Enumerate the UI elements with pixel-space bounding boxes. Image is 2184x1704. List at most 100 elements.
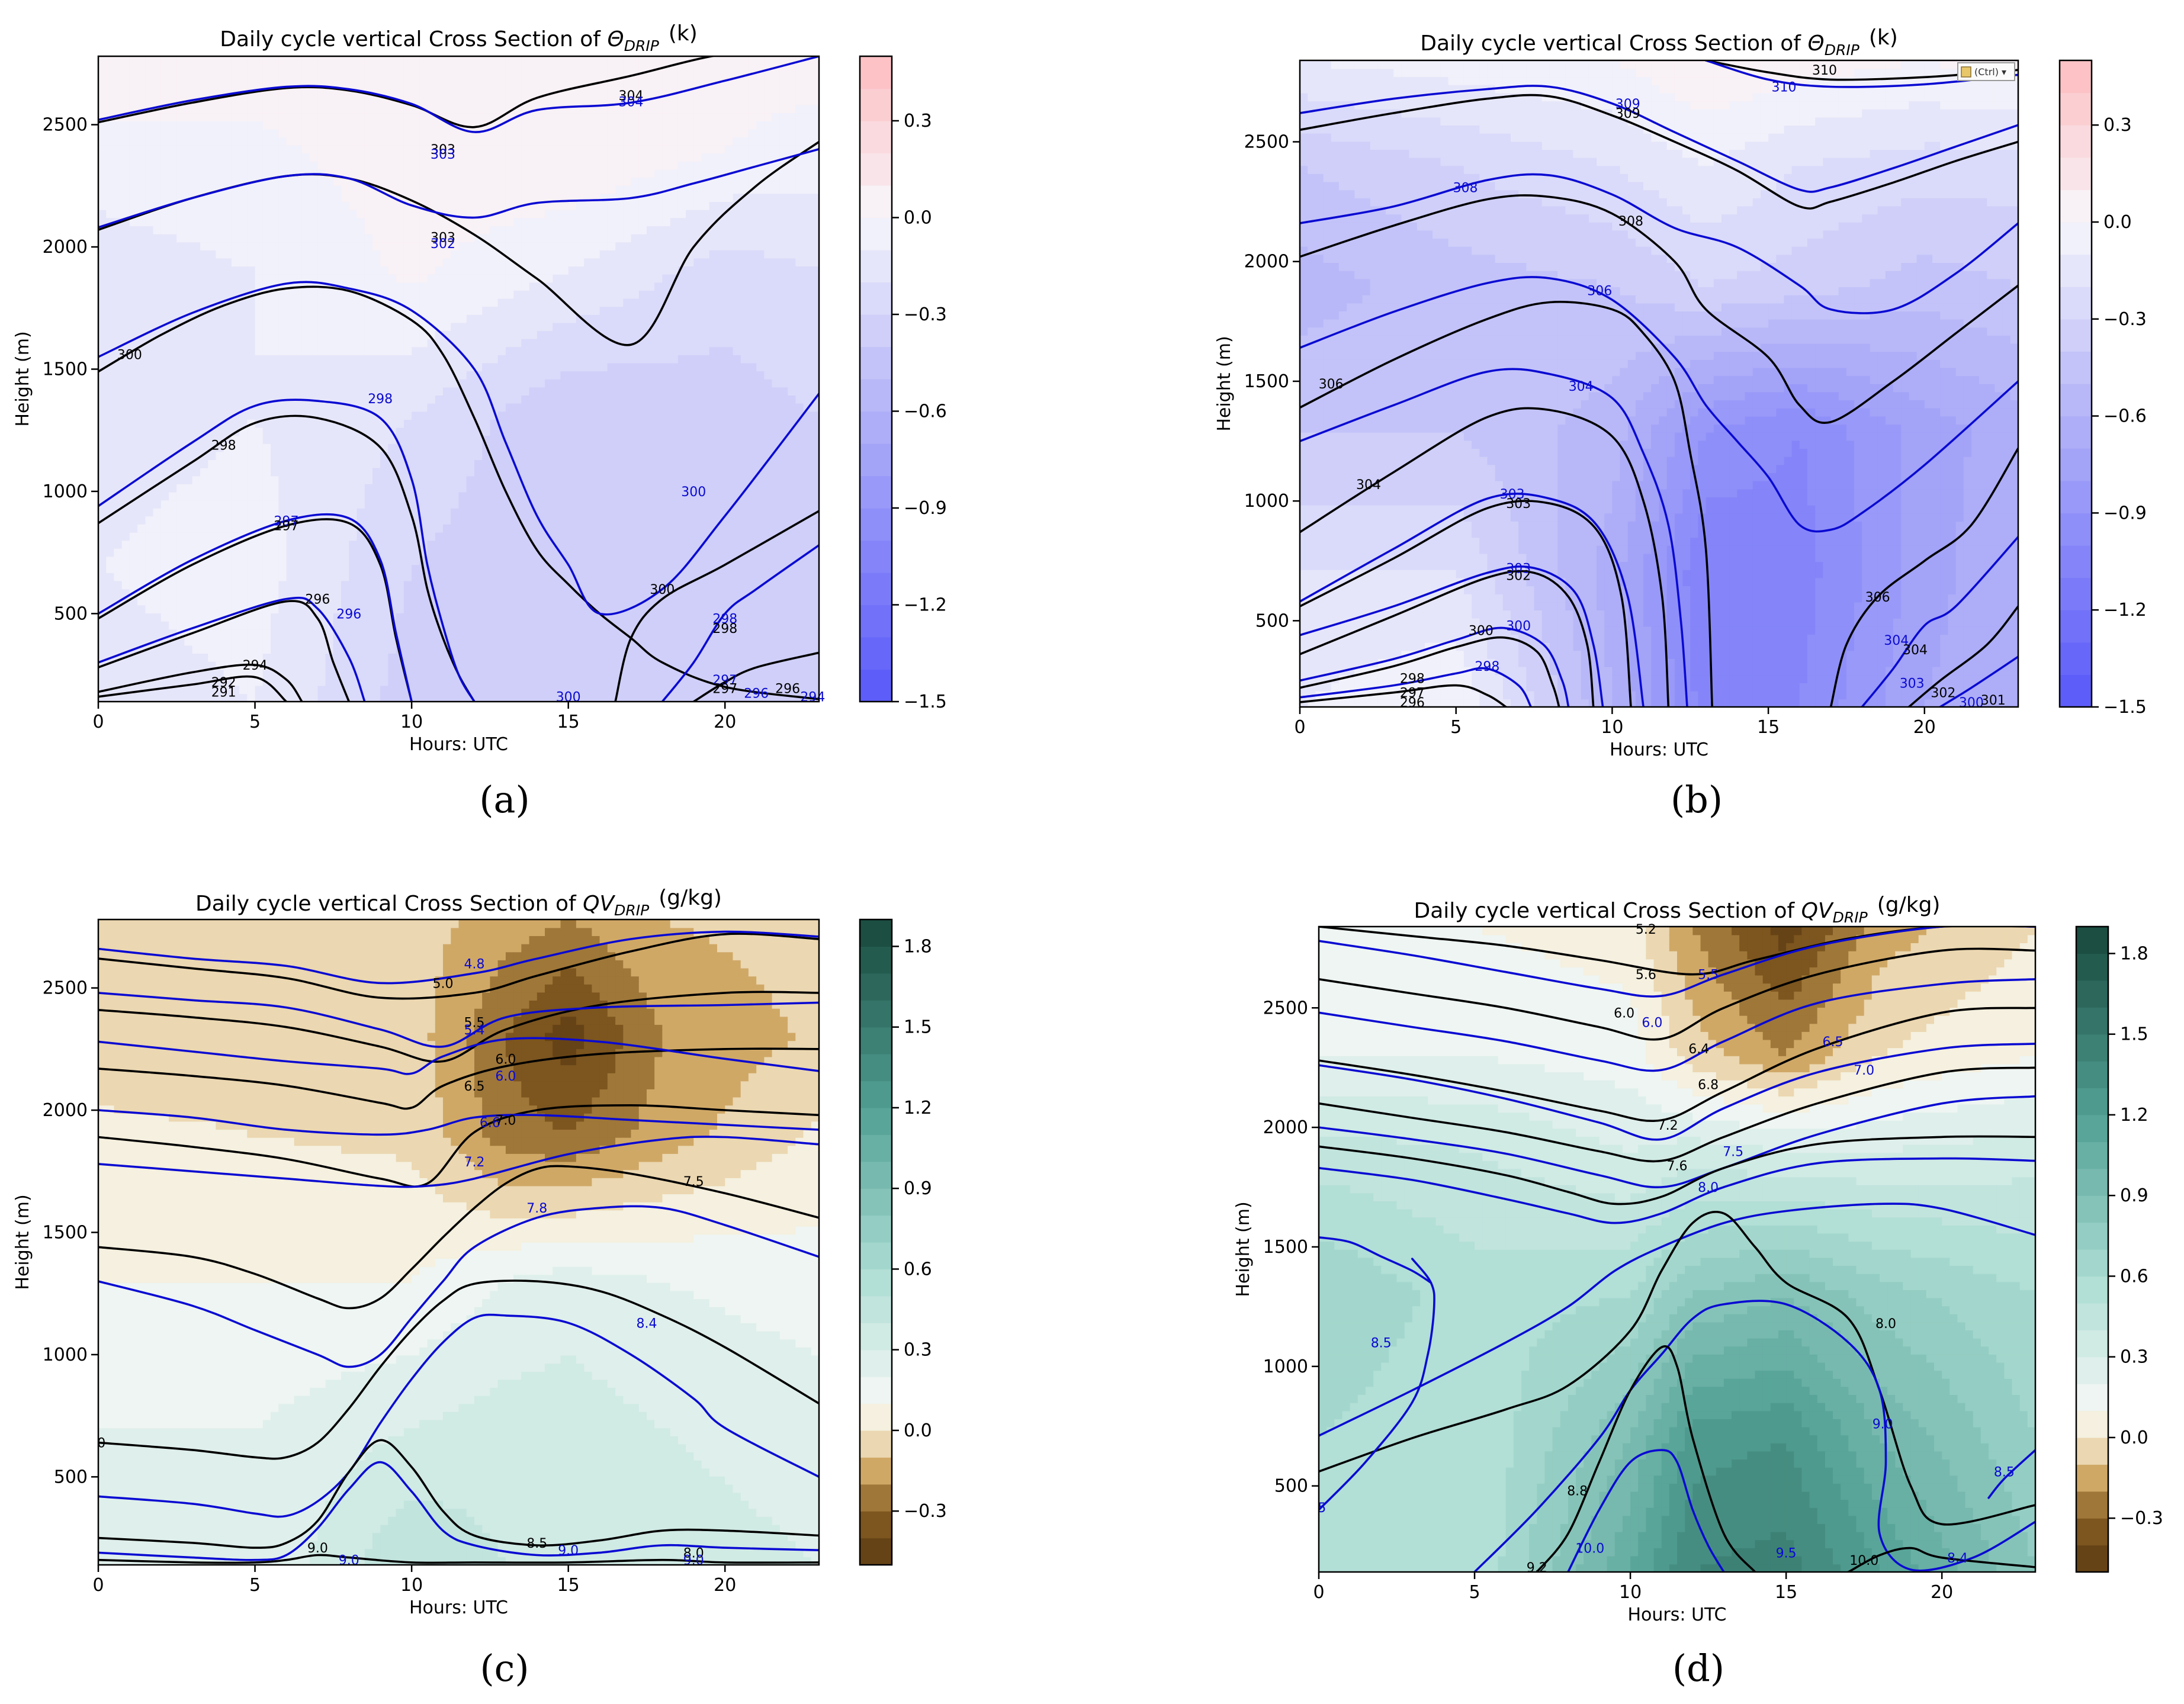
field-cell <box>576 128 584 137</box>
field-cell <box>568 72 577 81</box>
field-cell <box>137 435 146 444</box>
field-cell <box>317 226 326 234</box>
field-cell <box>176 177 185 186</box>
field-cell <box>325 346 334 355</box>
field-cell <box>388 201 397 210</box>
field-cell <box>294 484 303 493</box>
field-cell <box>98 475 107 484</box>
field-cell <box>239 169 248 178</box>
field-cell <box>412 97 420 105</box>
field-cell <box>537 491 545 501</box>
field-cell <box>129 169 138 178</box>
field-cell <box>310 362 319 372</box>
field-cell <box>239 121 248 130</box>
field-cell <box>333 128 342 137</box>
field-cell <box>184 484 193 493</box>
field-cell <box>192 508 201 517</box>
field-cell <box>372 209 381 218</box>
field-cell <box>537 669 545 678</box>
field-cell <box>529 112 538 121</box>
field-cell <box>474 169 483 178</box>
field-cell <box>208 258 217 266</box>
field-cell <box>310 322 319 331</box>
field-cell <box>451 290 460 299</box>
field-cell <box>286 355 295 364</box>
field-cell <box>255 161 264 170</box>
field-cell <box>176 459 185 468</box>
field-cell <box>403 629 412 638</box>
field-cell <box>490 88 499 97</box>
field-cell <box>294 346 303 355</box>
field-cell <box>301 290 310 299</box>
field-cell <box>333 685 342 695</box>
field-cell <box>255 500 264 509</box>
field-cell <box>427 516 436 525</box>
field-cell <box>451 169 460 178</box>
field-cell <box>396 153 404 162</box>
field-cell <box>545 362 553 372</box>
field-cell <box>341 613 350 622</box>
field-cell <box>231 338 240 348</box>
field-cell <box>443 427 451 436</box>
field-cell <box>129 516 138 525</box>
field-cell <box>216 355 224 364</box>
field-cell <box>482 661 491 670</box>
field-cell <box>349 500 358 509</box>
field-cell <box>545 573 553 581</box>
field-cell <box>490 362 499 372</box>
field-cell <box>216 144 224 154</box>
field-cell <box>388 669 397 678</box>
field-cell <box>325 677 334 686</box>
field-cell <box>380 605 389 613</box>
field-cell <box>129 217 138 226</box>
field-cell <box>341 193 350 202</box>
field-cell <box>294 677 303 686</box>
field-cell <box>490 605 499 613</box>
field-cell <box>153 508 162 517</box>
field-cell <box>333 266 342 275</box>
field-cell <box>356 661 365 670</box>
field-cell <box>490 330 499 339</box>
field-cell <box>412 685 420 695</box>
field-cell <box>505 282 514 291</box>
field-cell <box>231 193 240 202</box>
field-cell <box>388 524 397 533</box>
field-cell <box>482 677 491 686</box>
field-cell <box>513 532 522 541</box>
field-cell <box>184 217 193 226</box>
field-cell <box>208 161 217 170</box>
field-cell <box>545 169 553 178</box>
field-cell <box>137 419 146 428</box>
field-cell <box>208 387 217 396</box>
field-cell <box>176 605 185 613</box>
field-cell <box>497 64 506 73</box>
field-cell <box>513 274 522 283</box>
field-cell <box>584 532 593 541</box>
field-cell <box>537 298 545 307</box>
field-cell <box>458 451 467 460</box>
field-cell <box>247 217 256 226</box>
field-cell <box>576 693 584 702</box>
field-cell <box>372 193 381 202</box>
field-cell <box>278 137 287 146</box>
field-cell <box>419 306 428 315</box>
field-cell <box>129 161 138 170</box>
field-cell <box>396 427 404 436</box>
field-cell <box>160 564 169 573</box>
field-cell <box>568 403 577 412</box>
field-cell <box>153 524 162 533</box>
field-cell <box>208 169 217 178</box>
field-cell <box>301 121 310 130</box>
field-cell <box>458 250 467 259</box>
field-cell <box>529 387 538 396</box>
field-cell <box>482 104 491 114</box>
field-cell <box>286 193 295 202</box>
field-cell <box>255 371 264 380</box>
field-cell <box>451 64 460 73</box>
field-cell <box>451 677 460 686</box>
field-cell <box>403 282 412 291</box>
field-cell <box>584 467 593 477</box>
field-cell <box>231 169 240 178</box>
field-cell <box>286 314 295 323</box>
field-cell <box>529 484 538 493</box>
